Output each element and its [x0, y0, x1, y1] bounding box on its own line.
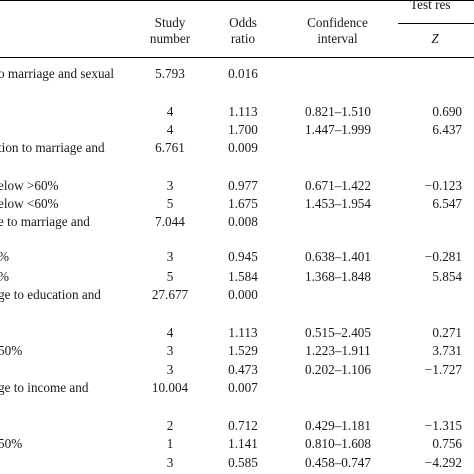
test-results-rule	[398, 23, 474, 24]
study-number-cell: 3	[166, 343, 174, 358]
study-number-cell: 27.677	[151, 287, 189, 302]
row-label: 50%	[0, 436, 23, 451]
confidence-interval-cell: 1.223–1.911	[305, 343, 371, 358]
odds-ratio-cell: 0.473	[228, 362, 258, 377]
z-cell: 6.437	[432, 122, 462, 137]
odds-ratio-cell: 1.675	[228, 196, 258, 211]
header-study-number: Study number	[149, 15, 191, 46]
odds-ratio-cell: 0.016	[228, 66, 258, 81]
row-label: 50%	[0, 343, 23, 358]
z-cell: 6.547	[432, 196, 462, 211]
study-number-cell: 3	[166, 455, 174, 470]
odds-ratio-cell: 0.945	[228, 249, 258, 264]
confidence-interval-cell: 1.453–1.954	[305, 196, 371, 211]
study-number-cell: 7.044	[155, 214, 185, 229]
study-number-cell: 5	[166, 196, 174, 211]
study-number-cell: 3	[166, 362, 174, 377]
z-cell: 0.756	[432, 436, 462, 451]
z-cell: 3.731	[432, 343, 462, 358]
row-label: elow >60%	[0, 178, 59, 193]
row-label: ge to income and	[0, 380, 89, 395]
z-cell: −1.727	[424, 362, 462, 377]
odds-ratio-cell: 1.113	[228, 104, 258, 119]
odds-ratio-cell: 1.700	[228, 122, 258, 137]
odds-ratio-cell: 0.009	[228, 140, 258, 155]
z-cell: −0.123	[424, 178, 462, 193]
z-cell: 5.854	[432, 269, 462, 284]
confidence-interval-cell: 0.821–1.510	[305, 104, 371, 119]
study-number-cell: 5.793	[155, 66, 185, 81]
confidence-interval-cell: 0.810–1.608	[305, 436, 371, 451]
odds-ratio-cell: 0.977	[228, 178, 258, 193]
row-label: e to marriage and	[0, 214, 90, 229]
row-label: %	[0, 249, 9, 265]
confidence-interval-cell: 1.368–1.848	[305, 269, 371, 284]
row-label: tion to marriage and	[0, 140, 105, 155]
study-number-cell: 1	[166, 436, 174, 451]
odds-ratio-cell: 0.000	[228, 287, 258, 302]
odds-ratio-cell: 1.141	[228, 436, 258, 451]
confidence-interval-cell: 0.458–0.747	[305, 455, 371, 470]
study-number-cell: 3	[166, 178, 174, 193]
odds-ratio-cell: 1.529	[228, 343, 258, 358]
odds-ratio-cell: 1.113	[228, 325, 258, 340]
study-number-cell: 4	[166, 104, 174, 119]
study-number-cell: 4	[166, 325, 174, 340]
confidence-interval-cell: 0.638–1.401	[305, 249, 371, 264]
z-cell: −1.315	[424, 418, 462, 433]
header-rule	[0, 57, 474, 58]
z-cell: 0.271	[432, 325, 462, 340]
z-cell: −0.281	[424, 249, 462, 264]
confidence-interval-cell: 1.447–1.999	[305, 122, 371, 137]
confidence-interval-cell: 0.515–2.405	[305, 325, 371, 340]
confidence-interval-cell: 0.671–1.422	[305, 178, 371, 193]
odds-ratio-cell: 0.007	[228, 380, 258, 395]
confidence-interval-cell: 0.429–1.181	[305, 418, 371, 433]
row-label: %	[0, 269, 9, 285]
header-test-results: Test res	[410, 0, 451, 12]
odds-ratio-cell: 0.585	[228, 455, 258, 470]
z-cell: −4.292	[424, 455, 462, 470]
odds-ratio-cell: 1.584	[228, 269, 258, 284]
study-number-cell: 4	[166, 122, 174, 137]
row-label: elow <60%	[0, 196, 59, 211]
header-confidence-interval: Confidence interval	[307, 15, 368, 46]
row-label: ge to education and	[0, 287, 101, 302]
row-label: o marriage and sexual	[0, 66, 115, 81]
study-number-cell: 5	[166, 269, 174, 284]
study-number-cell: 3	[166, 249, 174, 264]
header-odds-ratio: Odds ratio	[229, 15, 257, 46]
odds-ratio-cell: 0.712	[228, 418, 258, 433]
study-number-cell: 6.761	[155, 140, 185, 155]
odds-ratio-cell: 0.008	[228, 214, 258, 229]
top-rule	[0, 0, 474, 1]
confidence-interval-cell: 0.202–1.106	[305, 362, 371, 377]
study-number-cell: 10.004	[151, 380, 189, 395]
header-z: Z	[431, 31, 439, 46]
z-cell: 0.690	[432, 104, 462, 119]
study-number-cell: 2	[166, 418, 174, 433]
